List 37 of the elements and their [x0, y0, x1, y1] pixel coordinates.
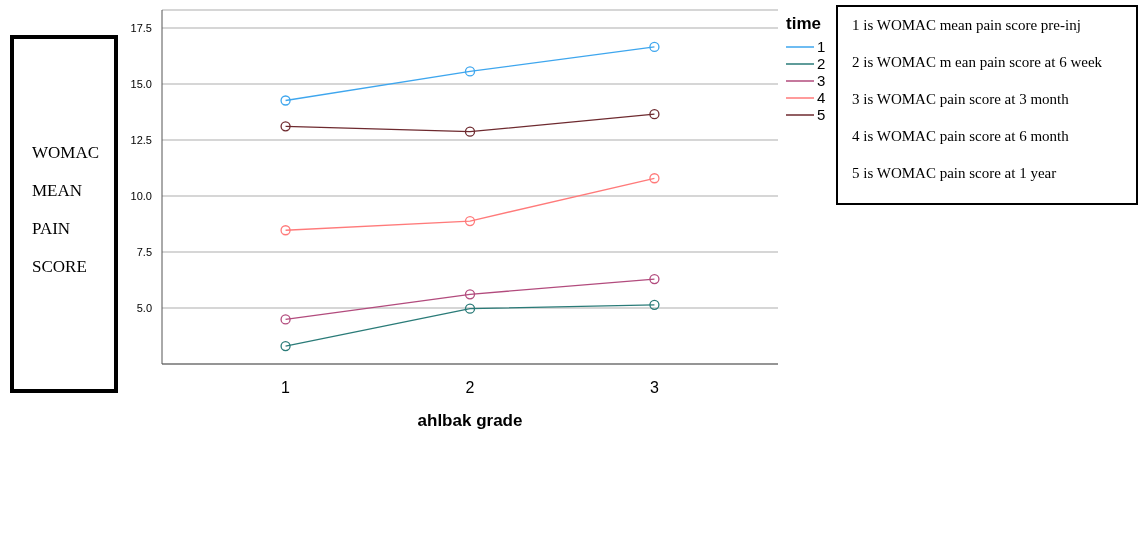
- y-tick-label: 17.5: [130, 21, 152, 34]
- legend-label: 2: [817, 55, 826, 72]
- point: [649, 273, 660, 285]
- point: [649, 109, 660, 120]
- point: [649, 41, 660, 53]
- legend-title: time: [786, 14, 822, 34]
- y-axis-title: WOMAC MEAN PAIN SCORE: [32, 143, 101, 278]
- legend-label: 5: [817, 106, 826, 123]
- text: 1 is WOMAC mean pain score pre-inj: [852, 17, 1082, 35]
- y-tick-label: 12.5: [130, 133, 152, 146]
- legend-label: 3: [817, 72, 826, 89]
- point: [280, 340, 291, 352]
- y-tick-label: 15.0: [130, 77, 152, 90]
- y-tick-label: 10.0: [130, 189, 152, 202]
- text: 2 is WOMAC m ean pain score at 6 week: [852, 54, 1104, 72]
- y-tick-label: 7.5: [136, 245, 152, 258]
- legend-label: 4: [817, 89, 826, 106]
- text: 5 is WOMAC pain score at 1 year: [852, 165, 1058, 183]
- x-tick-label: 2: [465, 379, 475, 397]
- point: [649, 299, 660, 310]
- point: [280, 95, 291, 106]
- x-axis-title: ahlbak grade: [417, 411, 523, 430]
- point: [464, 215, 476, 227]
- y-tick-label: 5.0: [136, 301, 152, 314]
- point: [280, 225, 291, 236]
- point: [280, 314, 291, 325]
- text: 4 is WOMAC pain score at 6 month: [852, 128, 1070, 146]
- point: [280, 121, 291, 132]
- point: [464, 289, 476, 300]
- point: [649, 173, 660, 184]
- point: [464, 303, 476, 314]
- text: 3 is WOMAC pain score at 3 month: [852, 91, 1070, 109]
- point: [464, 126, 476, 137]
- x-tick-label: 3: [649, 379, 659, 397]
- legend-label: 1: [817, 38, 826, 55]
- x-tick-label: 1: [281, 379, 291, 397]
- point: [464, 66, 476, 77]
